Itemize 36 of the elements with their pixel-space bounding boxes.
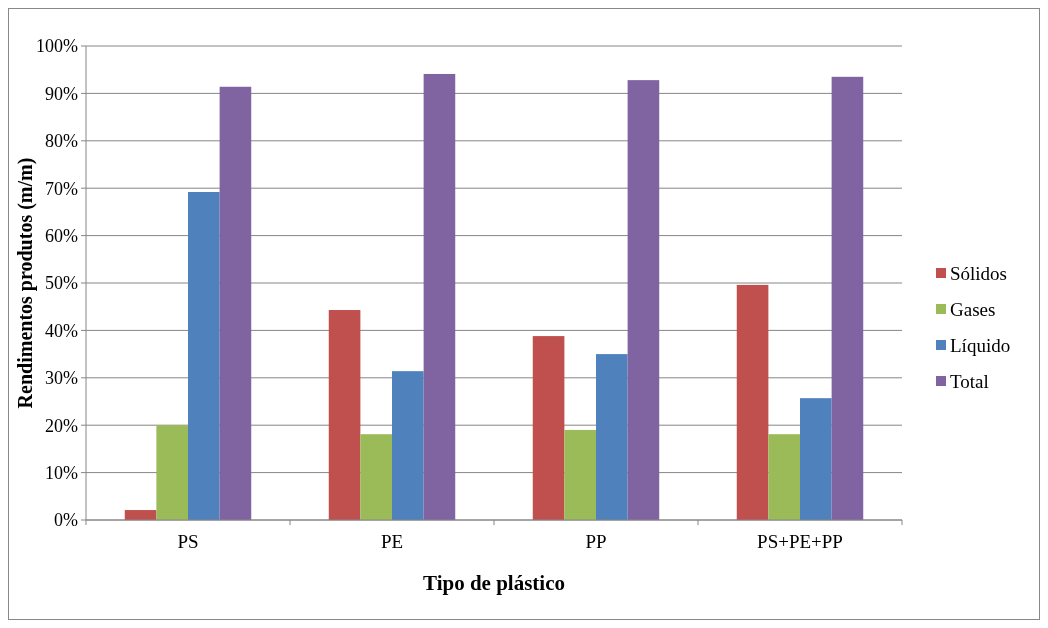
bar [360,434,392,520]
y-tick-label: 0% [54,510,78,531]
legend-label: Gases [950,298,996,320]
x-tick-label: PP [585,531,607,552]
y-tick-label: 10% [45,462,78,483]
bar [156,425,188,520]
y-tick-label: 40% [45,320,78,341]
bar [596,354,628,520]
bar [532,336,565,520]
x-tick-label: PE [380,531,404,552]
legend-label: Total [950,370,989,392]
legend-label: Sólidos [950,262,1008,284]
y-axis-title: Rendimentos produtos (m/m) [14,157,37,409]
y-tick-label: 50% [45,273,78,294]
bar [627,80,660,520]
bar [564,429,596,520]
bar [328,310,361,520]
x-axis-title: Tipo de plástico [423,571,565,595]
bar [736,284,769,520]
x-tick-label: PS+PE+PP [757,531,843,552]
bar [188,191,220,520]
y-tick-label: 90% [45,83,78,104]
y-tick-label: 30% [45,368,78,389]
y-tick-label: 80% [45,131,78,152]
y-tick-label: 100% [36,36,78,57]
bar [800,398,832,520]
bar [219,86,252,520]
legend-label: Líquido [950,334,1011,356]
x-tick-label: PS [177,531,199,552]
bar [423,73,456,520]
y-tick-label: 60% [45,225,78,246]
y-tick-label: 70% [45,178,78,199]
bar [831,76,864,520]
y-tick-label: 20% [45,415,78,436]
bar [392,371,424,520]
bar [768,434,800,520]
